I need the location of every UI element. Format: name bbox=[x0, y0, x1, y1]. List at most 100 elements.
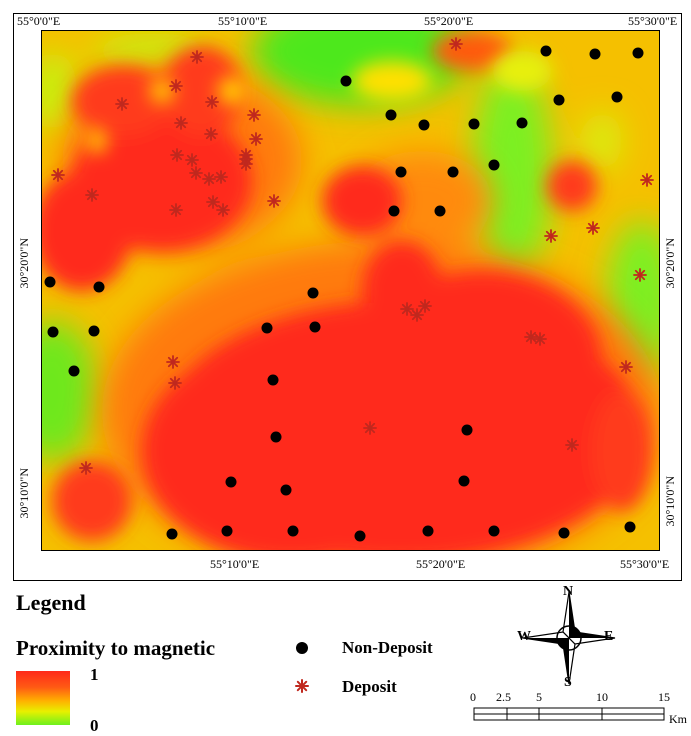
non-deposit-marker bbox=[488, 159, 500, 171]
scale-tick-0: 0 bbox=[470, 690, 476, 704]
proximity-map[interactable] bbox=[41, 30, 660, 551]
deposit-marker bbox=[216, 203, 230, 217]
compass-n: N bbox=[563, 584, 574, 599]
non-deposit-marker bbox=[388, 205, 400, 217]
deposit-marker bbox=[85, 188, 99, 202]
deposit-marker bbox=[202, 172, 216, 186]
compass-rose-icon bbox=[522, 591, 616, 685]
scale-tick-4: 15 bbox=[658, 690, 670, 704]
proximity-title: Proximity to magnetic bbox=[16, 636, 216, 660]
deposit-marker bbox=[544, 229, 558, 243]
deposit-marker bbox=[190, 50, 204, 64]
non-deposit-marker bbox=[309, 321, 321, 333]
non-deposit-marker bbox=[385, 109, 397, 121]
deposit-marker bbox=[189, 166, 203, 180]
scale-bar: 0 2.5 5 10 15 Km bbox=[470, 690, 690, 736]
deposit-marker bbox=[51, 168, 65, 182]
deposit-marker bbox=[418, 299, 432, 313]
non-deposit-marker bbox=[93, 281, 105, 293]
non-deposit-marker bbox=[307, 287, 319, 299]
non-deposit-marker bbox=[540, 45, 552, 57]
deposit-marker bbox=[586, 221, 600, 235]
non-deposit-marker bbox=[447, 166, 459, 178]
deposit-marker bbox=[267, 194, 281, 208]
bottom-label-1: 55°20'0"E bbox=[416, 557, 466, 571]
non-deposit-marker bbox=[461, 424, 473, 436]
non-deposit-marker bbox=[225, 476, 237, 488]
non-deposit-marker bbox=[553, 94, 565, 106]
non-deposit-marker bbox=[418, 119, 430, 131]
non-deposit-marker bbox=[47, 326, 59, 338]
map-frame bbox=[13, 13, 682, 581]
deposit-marker bbox=[170, 148, 184, 162]
bottom-label-2: 55°30'0"E bbox=[620, 557, 670, 571]
gradient-low-label: 0 bbox=[90, 716, 99, 735]
non-deposit-marker bbox=[261, 322, 273, 334]
non-deposit-layer bbox=[44, 45, 644, 542]
non-deposit-marker bbox=[468, 118, 480, 130]
non-deposit-marker bbox=[624, 521, 636, 533]
non-deposit-marker bbox=[395, 166, 407, 178]
deposit-marker bbox=[174, 116, 188, 130]
non-deposit-marker bbox=[270, 431, 282, 443]
deposit-marker bbox=[166, 355, 180, 369]
deposit-symbol bbox=[295, 679, 309, 693]
deposit-marker bbox=[619, 360, 633, 374]
top-label-0: 55°0'0"E bbox=[17, 14, 61, 28]
deposit-label: Deposit bbox=[342, 677, 397, 696]
non-deposit-marker bbox=[267, 374, 279, 386]
non-deposit-marker bbox=[88, 325, 100, 337]
compass-s: S bbox=[564, 675, 572, 690]
non-deposit-marker bbox=[68, 365, 80, 377]
proximity-gradient-swatch bbox=[16, 671, 70, 725]
right-label-0: 30°20'0"N bbox=[663, 238, 677, 289]
deposit-marker bbox=[449, 37, 463, 51]
top-label-3: 55°30'0"E bbox=[628, 14, 678, 28]
gradient-high-label: 1 bbox=[90, 665, 99, 684]
legend-title: Legend bbox=[16, 590, 86, 615]
deposit-marker bbox=[533, 332, 547, 346]
deposit-marker bbox=[204, 127, 218, 141]
right-label-1: 30°10'0"N bbox=[663, 476, 677, 527]
non-deposit-marker bbox=[340, 75, 352, 87]
deposit-marker bbox=[633, 268, 647, 282]
scale-unit: Km bbox=[669, 712, 687, 726]
deposit-marker bbox=[239, 152, 253, 166]
deposit-marker bbox=[168, 376, 182, 390]
scale-tick-2: 5 bbox=[536, 690, 542, 704]
non-deposit-marker bbox=[632, 47, 644, 59]
deposit-marker bbox=[565, 438, 579, 452]
compass-w: W bbox=[517, 629, 531, 644]
compass-e: E bbox=[604, 629, 614, 644]
left-label-1: 30°10'0"N bbox=[17, 468, 31, 519]
top-label-2: 55°20'0"E bbox=[424, 14, 474, 28]
deposit-layer bbox=[51, 37, 654, 475]
deposit-marker bbox=[205, 95, 219, 109]
non-deposit-symbol bbox=[296, 642, 308, 654]
deposit-marker bbox=[79, 461, 93, 475]
deposit-marker bbox=[169, 203, 183, 217]
non-deposit-marker bbox=[458, 475, 470, 487]
bottom-label-0: 55°10'0"E bbox=[210, 557, 260, 571]
deposit-marker bbox=[640, 173, 654, 187]
proximity-surface bbox=[42, 31, 659, 550]
deposit-marker bbox=[214, 170, 228, 184]
non-deposit-marker bbox=[166, 528, 178, 540]
deposit-marker bbox=[249, 132, 263, 146]
deposit-marker bbox=[524, 330, 538, 344]
non-deposit-marker bbox=[221, 525, 233, 537]
non-deposit-marker bbox=[287, 525, 299, 537]
non-deposit-marker bbox=[354, 530, 366, 542]
deposit-marker bbox=[169, 79, 183, 93]
non-deposit-marker bbox=[516, 117, 528, 129]
deposit-marker bbox=[410, 308, 424, 322]
non-deposit-marker bbox=[488, 525, 500, 537]
top-label-1: 55°10'0"E bbox=[218, 14, 268, 28]
deposit-marker bbox=[115, 97, 129, 111]
deposit-marker bbox=[206, 195, 220, 209]
scale-tick-3: 10 bbox=[596, 690, 608, 704]
north-arrow bbox=[517, 586, 621, 690]
non-deposit-marker bbox=[611, 91, 623, 103]
scale-tick-1: 2.5 bbox=[496, 690, 511, 704]
non-deposit-label: Non-Deposit bbox=[342, 638, 433, 657]
